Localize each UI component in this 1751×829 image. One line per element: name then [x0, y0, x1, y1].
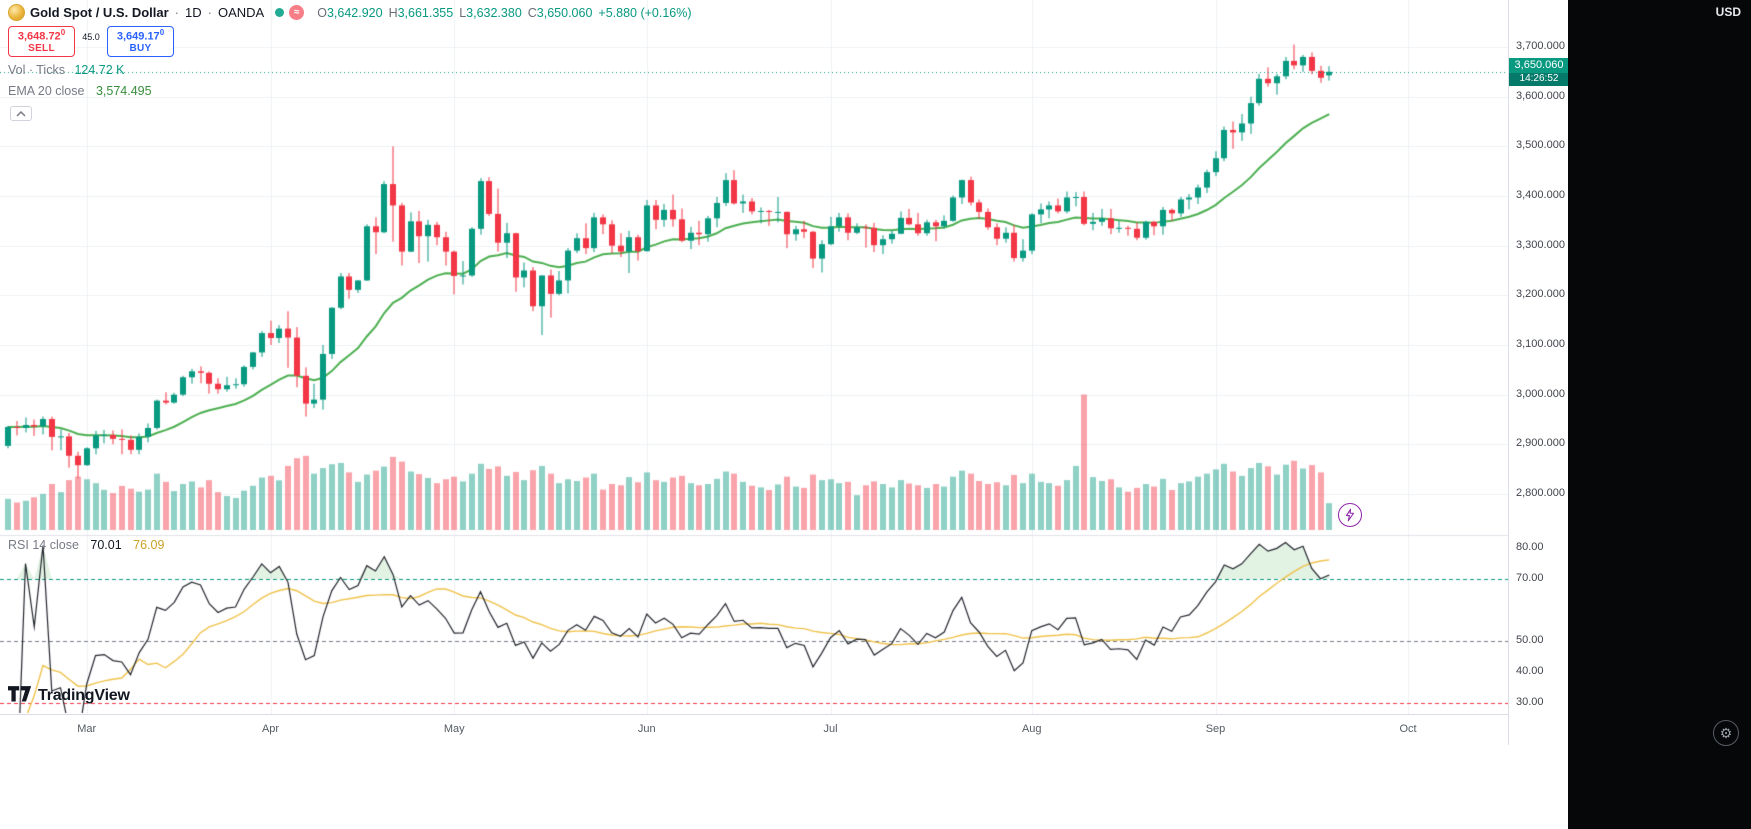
open-label: O	[317, 5, 327, 20]
rsi-axis-label: 50.00	[1516, 634, 1544, 646]
time-axis-month-label: Aug	[1021, 723, 1042, 735]
ema-name: EMA	[8, 84, 35, 98]
separator-dot: ·	[174, 5, 180, 20]
change-value: +5.880 (+0.16%)	[598, 5, 692, 20]
volume-legend-value: 124.72 K	[74, 63, 125, 77]
buy-label: BUY	[129, 43, 152, 55]
tradingview-logo[interactable]: TradingView	[8, 686, 130, 705]
price-axis-label: 3,000.000	[1516, 387, 1565, 400]
countdown-timer: 14:26:52	[1509, 73, 1569, 86]
gear-icon[interactable]: ⚙	[1713, 720, 1739, 746]
rsi-axis-label: 80.00	[1516, 541, 1544, 553]
price-axis-label: 3,400.000	[1516, 189, 1565, 201]
sell-button[interactable]: 3,648.720 SELL	[8, 26, 75, 57]
time-axis-month-label: Mar	[77, 723, 97, 735]
currency-unit-button[interactable]: USD	[1715, 5, 1741, 19]
spread-label: 45.0	[82, 32, 100, 42]
right-side-panel: USD ⚙	[1568, 0, 1751, 829]
tradingview-mark-icon	[8, 686, 32, 702]
price-axis-label: 3,600.000	[1516, 89, 1565, 102]
ohlc-values: O3,642.920 H3,661.355 L3,632.380 C3,650.…	[317, 6, 691, 20]
market-status-icon[interactable]	[275, 8, 285, 17]
tradingview-logo-text: TradingView	[38, 686, 130, 704]
price-axis-label: 2,800.000	[1516, 487, 1565, 499]
symbol-title[interactable]: Gold Spot / U.S. Dollar	[30, 5, 169, 20]
ema-legend: EMA 20 close 3,574.495	[8, 84, 152, 98]
rsi-name: RSI	[8, 538, 29, 552]
price-axis-label: 3,300.000	[1516, 238, 1565, 251]
gold-symbol-icon	[8, 4, 25, 21]
ema-length: 20	[37, 84, 52, 98]
rsi-value: 70.01	[90, 538, 122, 552]
price-axis-label: 3,700.000	[1516, 40, 1565, 52]
time-axis-month-label: Jul	[823, 723, 838, 735]
sell-price: 3,648.720	[17, 28, 66, 43]
volume-legend-label: Vol · Ticks	[8, 63, 65, 77]
rsi-axis-label: 30.00	[1516, 696, 1544, 708]
high-value: 3,661.355	[397, 5, 454, 20]
high-label: H	[388, 5, 398, 20]
current-price-value: 3,650.060	[1509, 58, 1569, 73]
ema-value: 3,574.495	[95, 84, 152, 98]
rsi-source: close	[49, 538, 79, 552]
low-value: 3,632.380	[466, 5, 522, 20]
buy-button[interactable]: 3,649.170 BUY	[107, 26, 174, 57]
price-axis[interactable]: 3,650.060 14:26:52 3,700.000 3,600.000 3,5…	[1508, 0, 1569, 745]
delayed-data-icon[interactable]: ≈	[289, 5, 305, 20]
price-axis-label: 3,100.000	[1516, 338, 1565, 350]
rsi-axis-label: 40.00	[1516, 665, 1544, 677]
separator-dot: ·	[207, 5, 212, 20]
time-axis-month-label: Apr	[261, 723, 280, 735]
chevron-up-icon	[16, 110, 26, 117]
time-axis-month-label: Oct	[1399, 723, 1417, 735]
collapse-legend-button[interactable]	[10, 106, 32, 121]
interval-label[interactable]: 1D	[185, 5, 202, 20]
volume-legend: Vol · Ticks 124.72 K	[8, 63, 125, 77]
rsi-ma-value: 76.09	[133, 538, 165, 552]
open-value: 3,642.920	[326, 5, 383, 20]
current-price-badge: 3,650.060 14:26:52	[1509, 58, 1569, 86]
chart-canvas[interactable]	[0, 0, 1508, 715]
trade-panel: 3,648.720 SELL 45.0 3,649.170 BUY	[8, 26, 174, 57]
close-label: C	[527, 5, 537, 20]
lightning-trade-icon[interactable]	[1338, 503, 1362, 527]
exchange-label[interactable]: OANDA	[217, 5, 265, 20]
buy-price: 3,649.170	[116, 28, 165, 43]
price-axis-label: 3,500.000	[1516, 139, 1565, 152]
price-axis-label: 3,200.000	[1516, 288, 1565, 301]
time-axis[interactable]: Mar Apr May Jun Jul Aug Sep Oct	[0, 714, 1508, 744]
rsi-axis-label: 70.00	[1516, 572, 1544, 584]
ema-source: close	[55, 84, 85, 98]
sell-label: SELL	[28, 43, 55, 55]
time-axis-month-label: May	[443, 723, 465, 735]
rsi-legend: RSI 14 close 70.01 76.09	[8, 538, 164, 552]
price-axis-label: 2,900.000	[1516, 437, 1565, 450]
rsi-length: 14	[32, 538, 47, 552]
time-axis-month-label: Jun	[637, 723, 656, 735]
lightning-bolt-icon	[1345, 508, 1355, 522]
close-value: 3,650.060	[536, 5, 593, 20]
chart-legend-header: Gold Spot / U.S. Dollar · 1D · OANDA ≈ O…	[8, 4, 692, 21]
time-axis-month-label: Sep	[1205, 723, 1226, 735]
low-label: L	[459, 5, 467, 20]
